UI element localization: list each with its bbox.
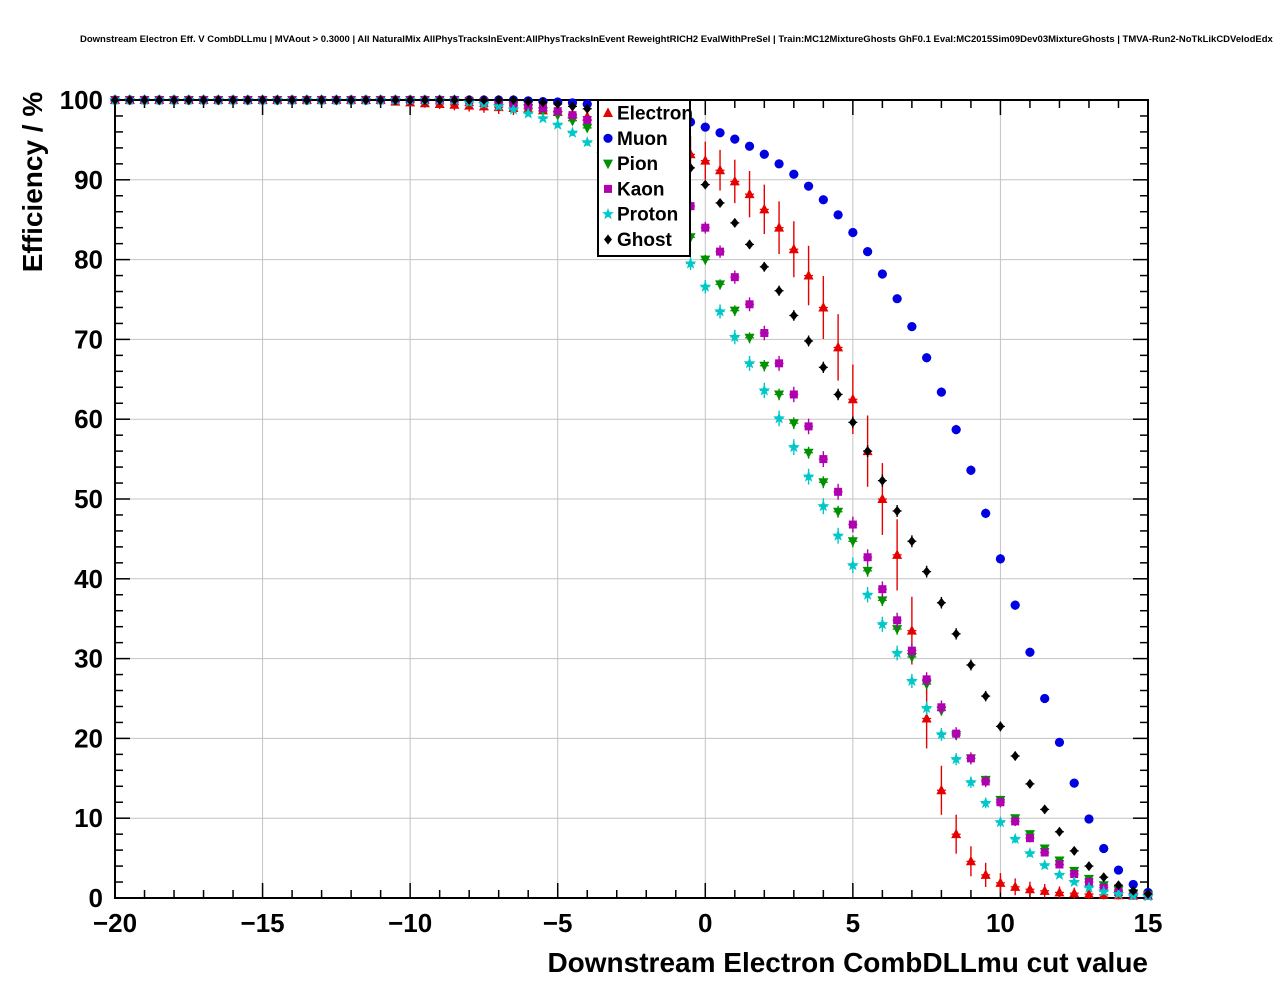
svg-text:10: 10	[986, 908, 1015, 938]
axis-ticks	[114, 99, 1149, 899]
svg-text:70: 70	[74, 324, 103, 354]
svg-text:30: 30	[74, 644, 103, 674]
legend-label-pion: Pion	[617, 154, 658, 175]
svg-text:100: 100	[60, 85, 103, 115]
y-axis-title: Efficiency / %	[17, 92, 48, 273]
svg-text:60: 60	[74, 404, 103, 434]
svg-text:5: 5	[846, 908, 860, 938]
svg-text:15: 15	[1134, 908, 1163, 938]
y-tick-labels: 0 10 20 30 40 50 60 70 80 90 100	[60, 85, 103, 913]
svg-text:10: 10	[74, 803, 103, 833]
x-tick-labels: −20 −15 −10 −5 0 5 10 15	[93, 908, 1163, 938]
x-axis-title: Downstream Electron CombDLLmu cut value	[547, 947, 1148, 978]
svg-text:80: 80	[74, 245, 103, 275]
plot-title: Downstream Electron Eff. V CombDLLmu | M…	[80, 34, 1276, 45]
svg-text:40: 40	[74, 564, 103, 594]
legend-label-ghost: Ghost	[617, 230, 673, 251]
svg-text:−5: −5	[543, 908, 573, 938]
svg-text:50: 50	[74, 484, 103, 514]
svg-text:−10: −10	[388, 908, 432, 938]
svg-text:0: 0	[698, 908, 712, 938]
svg-text:90: 90	[74, 165, 103, 195]
svg-text:−20: −20	[93, 908, 137, 938]
legend-label-proton: Proton	[617, 205, 678, 226]
legend: Electron Muon Pion Kaon Proton Ghost	[597, 99, 693, 257]
legend-label-kaon: Kaon	[617, 179, 665, 200]
svg-text:20: 20	[74, 723, 103, 753]
legend-label-electron: Electron	[617, 104, 693, 125]
legend-label-muon: Muon	[617, 129, 668, 150]
svg-text:−15: −15	[241, 908, 285, 938]
svg-text:0: 0	[89, 883, 103, 913]
